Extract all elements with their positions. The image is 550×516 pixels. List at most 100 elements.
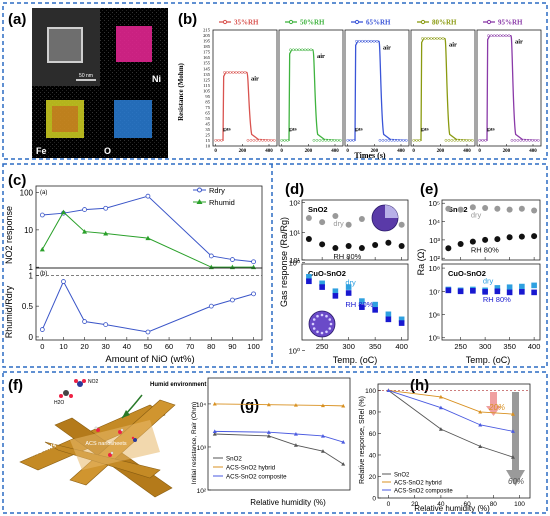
b-ytick-label: 75 bbox=[205, 105, 210, 110]
panel-c: NO2 response Rhumid/Rdry Amount of NiO (… bbox=[4, 185, 263, 365]
b-series-marker bbox=[519, 138, 523, 142]
h-annotation-20: 20% bbox=[488, 403, 505, 412]
h-xtick-label: 80 bbox=[490, 501, 498, 508]
c-top-ylabel: NO2 response bbox=[4, 206, 14, 264]
b-series-marker bbox=[478, 138, 482, 142]
d-point bbox=[398, 316, 405, 323]
cuo-particle-dot bbox=[320, 331, 324, 335]
b-series-marker bbox=[481, 138, 484, 142]
b-series-marker bbox=[456, 138, 460, 142]
c-top-point bbox=[39, 246, 45, 252]
down-arrow-icon bbox=[512, 392, 519, 470]
b-ytick-label: 135 bbox=[203, 72, 211, 77]
d-xtick-label: 400 bbox=[395, 342, 408, 351]
c-top-ytick-label: 100 bbox=[20, 189, 34, 198]
d-series-label: RH 80% bbox=[345, 300, 373, 309]
b-ytick-label: 10 bbox=[205, 144, 210, 149]
g-point bbox=[212, 432, 217, 436]
panel-e: Ra (Ω) Temp. (oC) 10²10³10⁴10⁵SnO2dryRH … bbox=[416, 199, 541, 365]
e-point bbox=[470, 288, 476, 294]
h-point bbox=[478, 422, 483, 427]
b-series-marker bbox=[318, 138, 322, 142]
b-gas-label: gas bbox=[355, 126, 363, 132]
d-point bbox=[372, 241, 379, 248]
o-map-particle bbox=[114, 100, 152, 138]
e-ytick-label: 10⁶ bbox=[429, 311, 440, 320]
b-series-marker bbox=[387, 138, 391, 142]
b-series-marker bbox=[234, 71, 238, 74]
cuo-particle-dot bbox=[311, 322, 315, 326]
cuo-particle-dot bbox=[328, 318, 332, 321]
b-series-marker bbox=[378, 138, 382, 142]
b-series-marker bbox=[369, 39, 373, 43]
b-xtick-label: 400 bbox=[397, 149, 405, 154]
d-point bbox=[345, 221, 352, 228]
g-ylabel: Initial resistance, Rair (Ohm) bbox=[191, 402, 198, 484]
d-point bbox=[332, 293, 339, 299]
b-series-marker bbox=[507, 34, 511, 38]
b-air-label: air bbox=[449, 41, 457, 48]
panel-g: Initial resistance, Rair (Ohm) Relative … bbox=[191, 377, 351, 507]
c-bottom-point bbox=[39, 327, 45, 332]
cuo-particle-dot bbox=[312, 318, 316, 321]
d-point bbox=[345, 284, 352, 290]
d-xlabel: Temp. (oC) bbox=[333, 355, 378, 365]
panel-label-b: (b) bbox=[178, 11, 197, 28]
d-point bbox=[319, 219, 326, 226]
b-series-marker bbox=[286, 138, 289, 142]
h-ylabel: Relative response, SRel (%) bbox=[359, 396, 366, 484]
b-series-marker bbox=[294, 48, 298, 52]
g-point bbox=[212, 429, 217, 433]
e-point bbox=[506, 234, 513, 241]
b-series-marker bbox=[487, 34, 490, 38]
c-top-point bbox=[82, 207, 87, 212]
b-series-marker bbox=[214, 138, 218, 142]
d-point bbox=[358, 245, 365, 252]
c-xtick-label: 90 bbox=[228, 342, 236, 351]
h-ytick-label: 60 bbox=[369, 431, 377, 438]
e-point bbox=[506, 206, 513, 213]
d-subplot-title: SnO2 bbox=[308, 205, 328, 214]
e-xtick-label: 250 bbox=[454, 342, 467, 351]
b-series-marker bbox=[309, 48, 313, 52]
e-point bbox=[494, 285, 501, 291]
b-series-marker bbox=[490, 34, 493, 38]
b-series-marker bbox=[528, 138, 531, 142]
h-point bbox=[386, 388, 391, 393]
d-ylabel: Gas response (Ra/Rg) bbox=[279, 217, 289, 307]
b-series-marker bbox=[261, 138, 264, 142]
cuo-particle-icon bbox=[308, 310, 336, 338]
d-point bbox=[306, 273, 312, 280]
b-series-marker bbox=[404, 138, 408, 142]
c-top-point bbox=[145, 193, 151, 199]
c-top-point bbox=[39, 212, 45, 218]
b-ytick-label: 175 bbox=[203, 50, 211, 55]
h-series-line bbox=[388, 390, 514, 432]
b-legend-label: 65%RH bbox=[366, 19, 391, 27]
e-point bbox=[531, 207, 538, 214]
b-series-marker bbox=[492, 34, 496, 38]
b-series-marker bbox=[297, 48, 301, 52]
fe-map-particle bbox=[46, 100, 84, 138]
e-point bbox=[457, 240, 464, 247]
panel-label-a: (a) bbox=[8, 11, 26, 28]
b-series-marker bbox=[300, 48, 304, 52]
b-xtick-label: 200 bbox=[437, 149, 445, 154]
e-frame bbox=[441, 263, 541, 341]
b-series-marker bbox=[510, 138, 514, 142]
e-point bbox=[531, 282, 537, 289]
b-subplot-3: 0 200 400 80%RH air gas bbox=[410, 19, 476, 154]
b-series-marker bbox=[360, 39, 364, 43]
panel-h: Relative response, SRel (%) Relative hum… bbox=[359, 383, 531, 513]
panel-label-h: (h) bbox=[410, 377, 429, 394]
g-point bbox=[320, 403, 325, 408]
c-xtick-label: 40 bbox=[123, 342, 131, 351]
e-xtick-label: 350 bbox=[503, 342, 516, 351]
ni-map-particle bbox=[116, 26, 152, 62]
b-series-marker bbox=[312, 138, 316, 142]
b-gas-label: gas bbox=[289, 126, 297, 132]
b-series-marker bbox=[447, 138, 451, 142]
d-point bbox=[319, 284, 325, 290]
b-ylabel: Resistance (Mohm) bbox=[177, 62, 185, 120]
